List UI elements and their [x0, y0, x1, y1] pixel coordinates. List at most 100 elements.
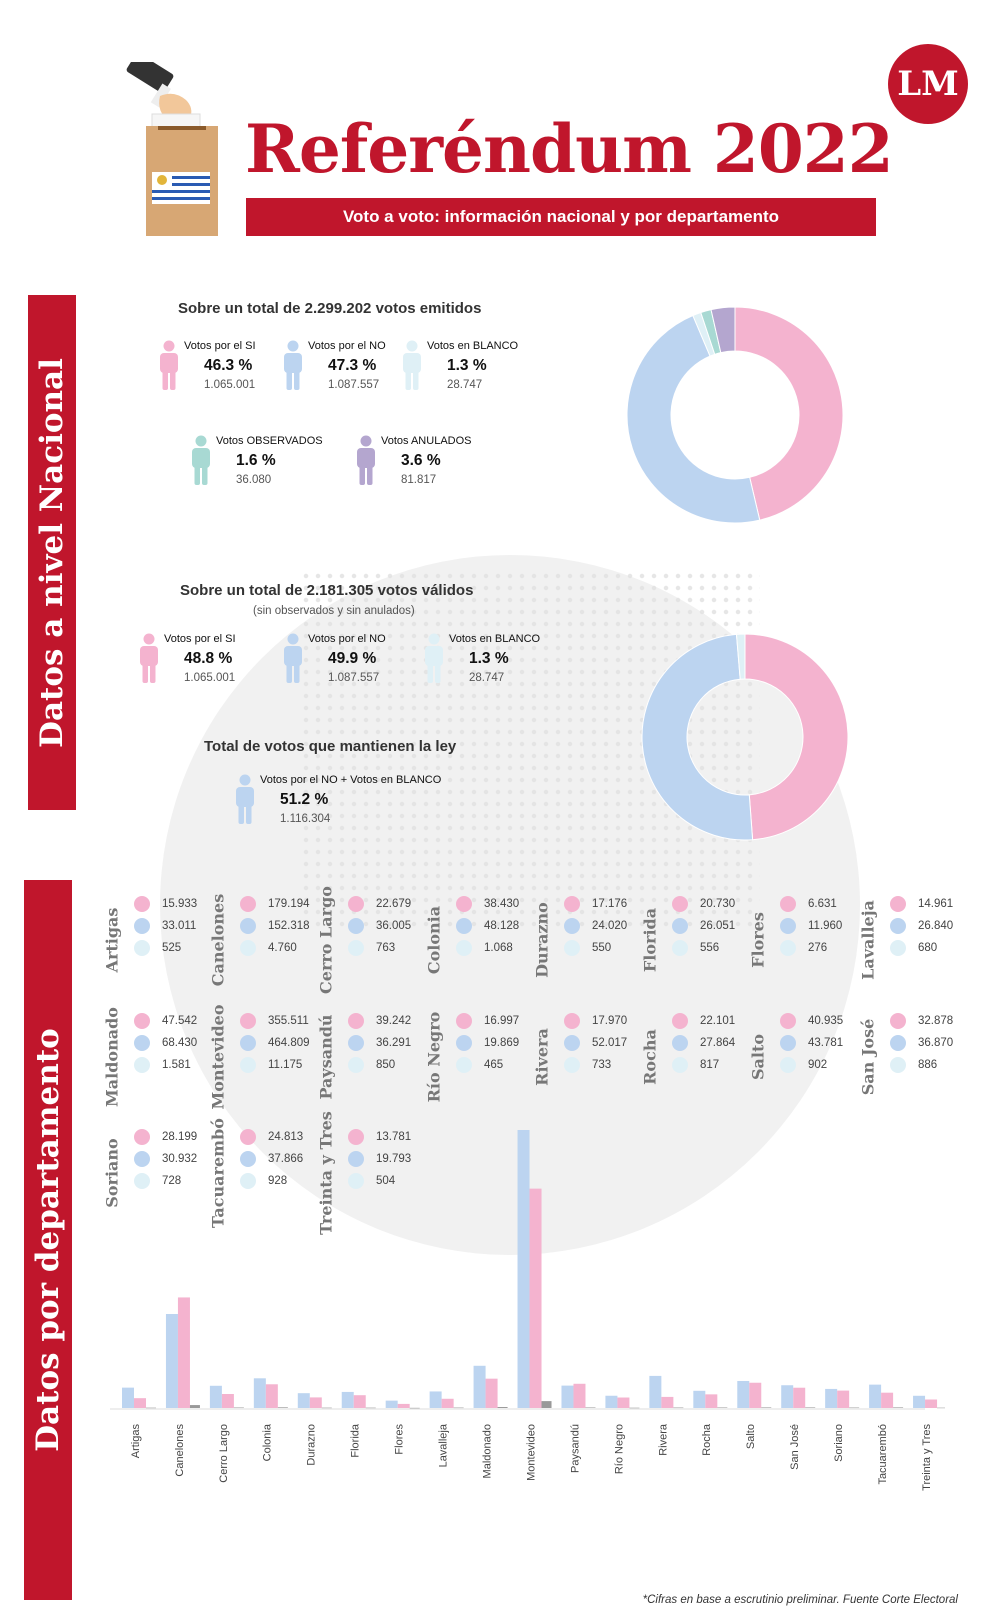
person-icon — [192, 435, 210, 485]
dot-icon — [780, 896, 796, 912]
dept-row-si: 14.961 — [890, 895, 953, 913]
dept-value-blanco: 4.760 — [268, 942, 297, 954]
dept-row-si: 39.242 — [348, 1012, 411, 1030]
dot-icon — [890, 1035, 906, 1051]
dot-icon — [564, 896, 580, 912]
dept-row-si: 28.199 — [134, 1128, 197, 1146]
dept-value-no: 152.318 — [268, 920, 310, 932]
brand-logo: LM — [888, 44, 968, 124]
dept-value-no: 24.020 — [592, 920, 628, 932]
dot-icon — [348, 896, 364, 912]
donut-slice — [735, 633, 746, 680]
stat-percent: 49.9 % — [328, 650, 377, 667]
stat-label: Votos por el SI — [164, 633, 236, 645]
donut-slice — [710, 306, 736, 354]
dot-icon — [890, 918, 906, 934]
stat-percent: 1.3 % — [447, 357, 487, 374]
dept-row-blanco: 11.175 — [240, 1056, 302, 1074]
stat-label: Votos por el NO + Votos en BLANCO — [260, 774, 442, 786]
dept-value-si: 47.542 — [162, 1015, 198, 1027]
dot-icon — [672, 1035, 688, 1051]
dept-row-no: 27.864 — [672, 1034, 735, 1052]
dept-row-si: 6.631 — [780, 895, 837, 913]
x-tick-label: San José — [789, 1424, 801, 1470]
bar — [297, 1393, 310, 1408]
dept-value-no: 36.291 — [376, 1037, 412, 1049]
validos-header: Sobre un total de 2.181.305 votos válido… — [180, 582, 474, 599]
dept-value-no: 19.869 — [484, 1037, 520, 1049]
dept-row-no: 26.051 — [672, 917, 735, 935]
dept-card: Soriano 28.199 30.932 728 — [100, 1128, 320, 1218]
person-icon — [236, 774, 254, 824]
dept-value-blanco: 817 — [700, 1059, 720, 1071]
stat-label: Votos por el SI — [184, 340, 256, 352]
dot-icon — [240, 940, 256, 956]
side-label-departamentos: Datos por departamento — [24, 880, 72, 1600]
dept-value-si: 17.970 — [592, 1015, 628, 1027]
bar — [585, 1407, 596, 1408]
dept-row-blanco: 763 — [348, 939, 395, 957]
dot-icon — [780, 1035, 796, 1051]
dept-card: Maldonado 47.542 68.430 1.581 — [100, 1007, 320, 1107]
bar — [693, 1390, 706, 1408]
dept-row-si: 40.935 — [780, 1012, 843, 1030]
dept-value-si: 14.961 — [918, 898, 954, 910]
side-label-nacional: Datos a nivel Nacional — [28, 295, 76, 810]
bar — [717, 1407, 728, 1408]
bar — [265, 1384, 278, 1408]
dept-value-si: 40.935 — [808, 1015, 844, 1027]
dot-icon — [672, 1057, 688, 1073]
donut-slice — [641, 633, 754, 841]
dot-icon — [348, 1013, 364, 1029]
bar — [517, 1130, 530, 1408]
bar — [409, 1407, 420, 1409]
dept-name: Flores — [748, 912, 768, 968]
dot-icon — [564, 1057, 580, 1073]
stat-count: 81.817 — [401, 474, 437, 486]
bar — [849, 1407, 860, 1409]
dept-value-si: 39.242 — [376, 1015, 412, 1027]
page-subtitle: Voto a voto: información nacional y por … — [246, 198, 876, 236]
bar — [805, 1407, 816, 1408]
x-tick-label: Rocha — [701, 1423, 713, 1456]
dept-value-no: 36.005 — [376, 920, 412, 932]
dept-value-blanco: 465 — [484, 1059, 504, 1071]
dept-row-blanco: 1.068 — [456, 939, 513, 957]
dept-name: Rocha — [640, 1029, 660, 1085]
dot-icon — [780, 940, 796, 956]
dot-icon — [240, 1057, 256, 1073]
dept-card: Artigas 15.933 33.011 525 — [100, 895, 320, 985]
dept-value-blanco: 733 — [592, 1059, 612, 1071]
bar — [453, 1407, 464, 1409]
dept-value-si: 32.878 — [918, 1015, 954, 1027]
dept-value-si: 16.997 — [484, 1015, 520, 1027]
x-tick-label: Florida — [350, 1423, 362, 1458]
person-icon — [425, 633, 443, 683]
dot-icon — [348, 1057, 364, 1073]
dept-value-no: 464.809 — [268, 1037, 310, 1049]
bar — [573, 1383, 586, 1408]
person-icon — [284, 633, 302, 683]
x-tick-label: Durazno — [306, 1424, 318, 1466]
dot-icon — [456, 940, 472, 956]
person-icon — [284, 340, 302, 390]
dept-row-blanco: 886 — [890, 1056, 937, 1074]
dot-icon — [890, 1013, 906, 1029]
dept-value-blanco: 1.581 — [162, 1059, 191, 1071]
dept-name: Cerro Largo — [316, 886, 336, 994]
dept-row-no: 26.840 — [890, 917, 953, 935]
dept-value-si: 24.813 — [268, 1131, 304, 1143]
footnote: *Cifras en base a escrutinio preliminar.… — [642, 1594, 958, 1606]
dept-card: Lavalleja 14.961 26.840 680 — [856, 895, 1000, 985]
dept-value-si: 355.511 — [268, 1015, 309, 1027]
dept-value-blanco: 504 — [376, 1175, 396, 1187]
dept-row-blanco: 276 — [780, 939, 827, 957]
dot-icon — [240, 1035, 256, 1051]
dept-row-blanco: 556 — [672, 939, 719, 957]
dot-icon — [134, 1151, 150, 1167]
donut-slice — [744, 633, 849, 841]
dept-value-blanco: 1.068 — [484, 942, 513, 954]
dept-card: Montevideo 355.511 464.809 11.175 — [206, 1005, 426, 1110]
bar — [825, 1388, 838, 1408]
bar — [649, 1375, 662, 1408]
